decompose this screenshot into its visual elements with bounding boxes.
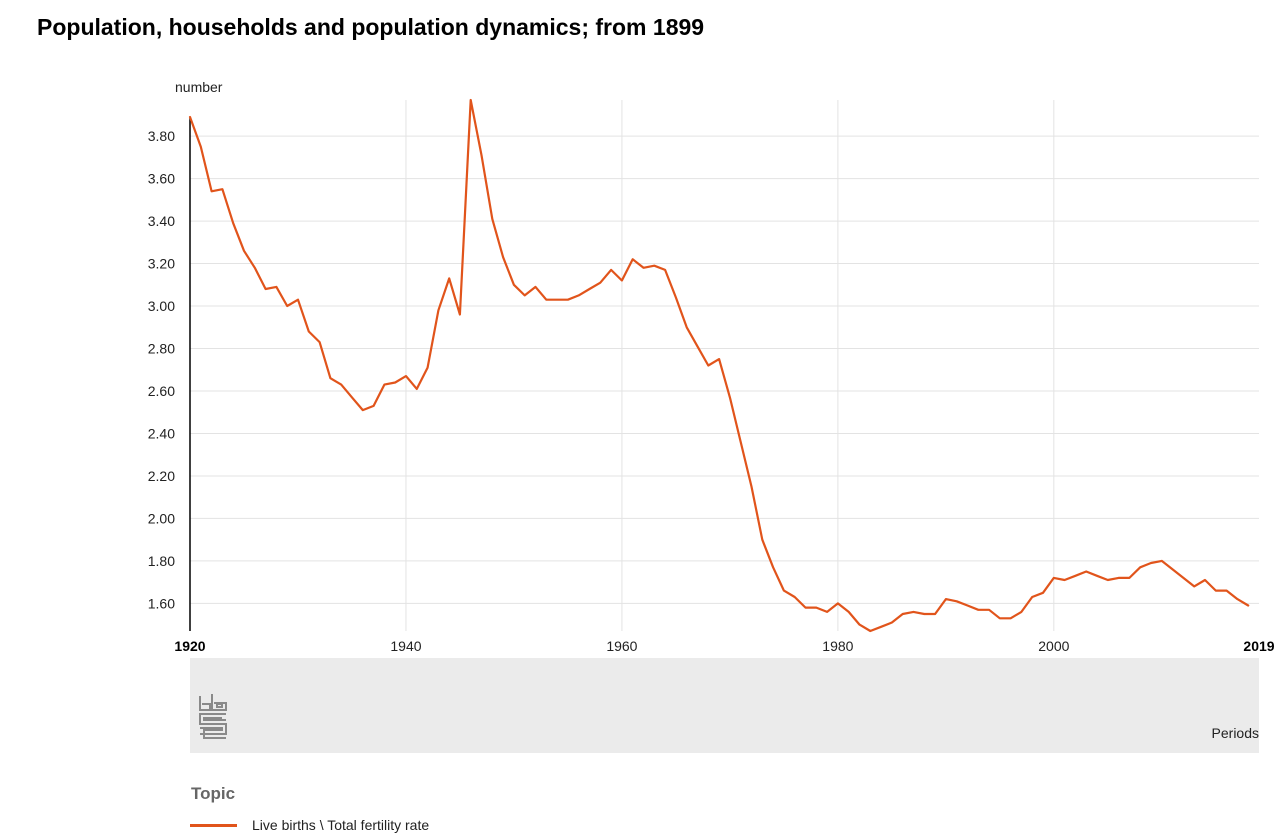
x-tick-label: 1960: [606, 638, 637, 654]
y-tick-label: 3.00: [148, 298, 175, 314]
legend-title: Topic: [191, 784, 236, 803]
y-tick-label: 3.20: [148, 256, 175, 272]
x-tick-label: 1940: [390, 638, 421, 654]
x-axis-label: Periods: [1211, 725, 1259, 741]
y-tick-label: 3.40: [148, 213, 175, 229]
x-axis-band: Periods: [190, 658, 1259, 753]
y-tick-label: 2.80: [148, 341, 175, 357]
y-tick-label: 3.60: [148, 171, 175, 187]
y-tick-label: 3.80: [148, 128, 175, 144]
x-tick-label: 1980: [822, 638, 853, 654]
legend-label: Live births \ Total fertility rate: [252, 817, 430, 833]
x-tick-label: 1920: [174, 638, 205, 654]
y-tick-label: 2.60: [148, 383, 175, 399]
legend-item[interactable]: Live births \ Total fertility rate: [190, 816, 429, 834]
x-tick-label: 2000: [1038, 638, 1069, 654]
line-chart: 1.60 1.80 2.00 2.20 2.40 2.60 2.80 3.00 3.20 3.40…: [148, 98, 1275, 654]
y-tick-label: 1.80: [148, 553, 175, 569]
y-tick-label: 2.00: [148, 510, 175, 526]
x-tick-label: 2019: [1243, 638, 1274, 654]
y-tick-label: 2.20: [148, 468, 175, 484]
series-line: [188, 98, 1250, 633]
y-axis-label: number: [175, 79, 223, 95]
legend-swatch: [190, 823, 237, 827]
y-tick-label: 1.60: [148, 595, 175, 611]
chart-title: Population, households and population dy…: [37, 14, 705, 40]
cbs-logo-icon: [197, 692, 229, 745]
y-tick-label: 2.40: [148, 425, 175, 441]
